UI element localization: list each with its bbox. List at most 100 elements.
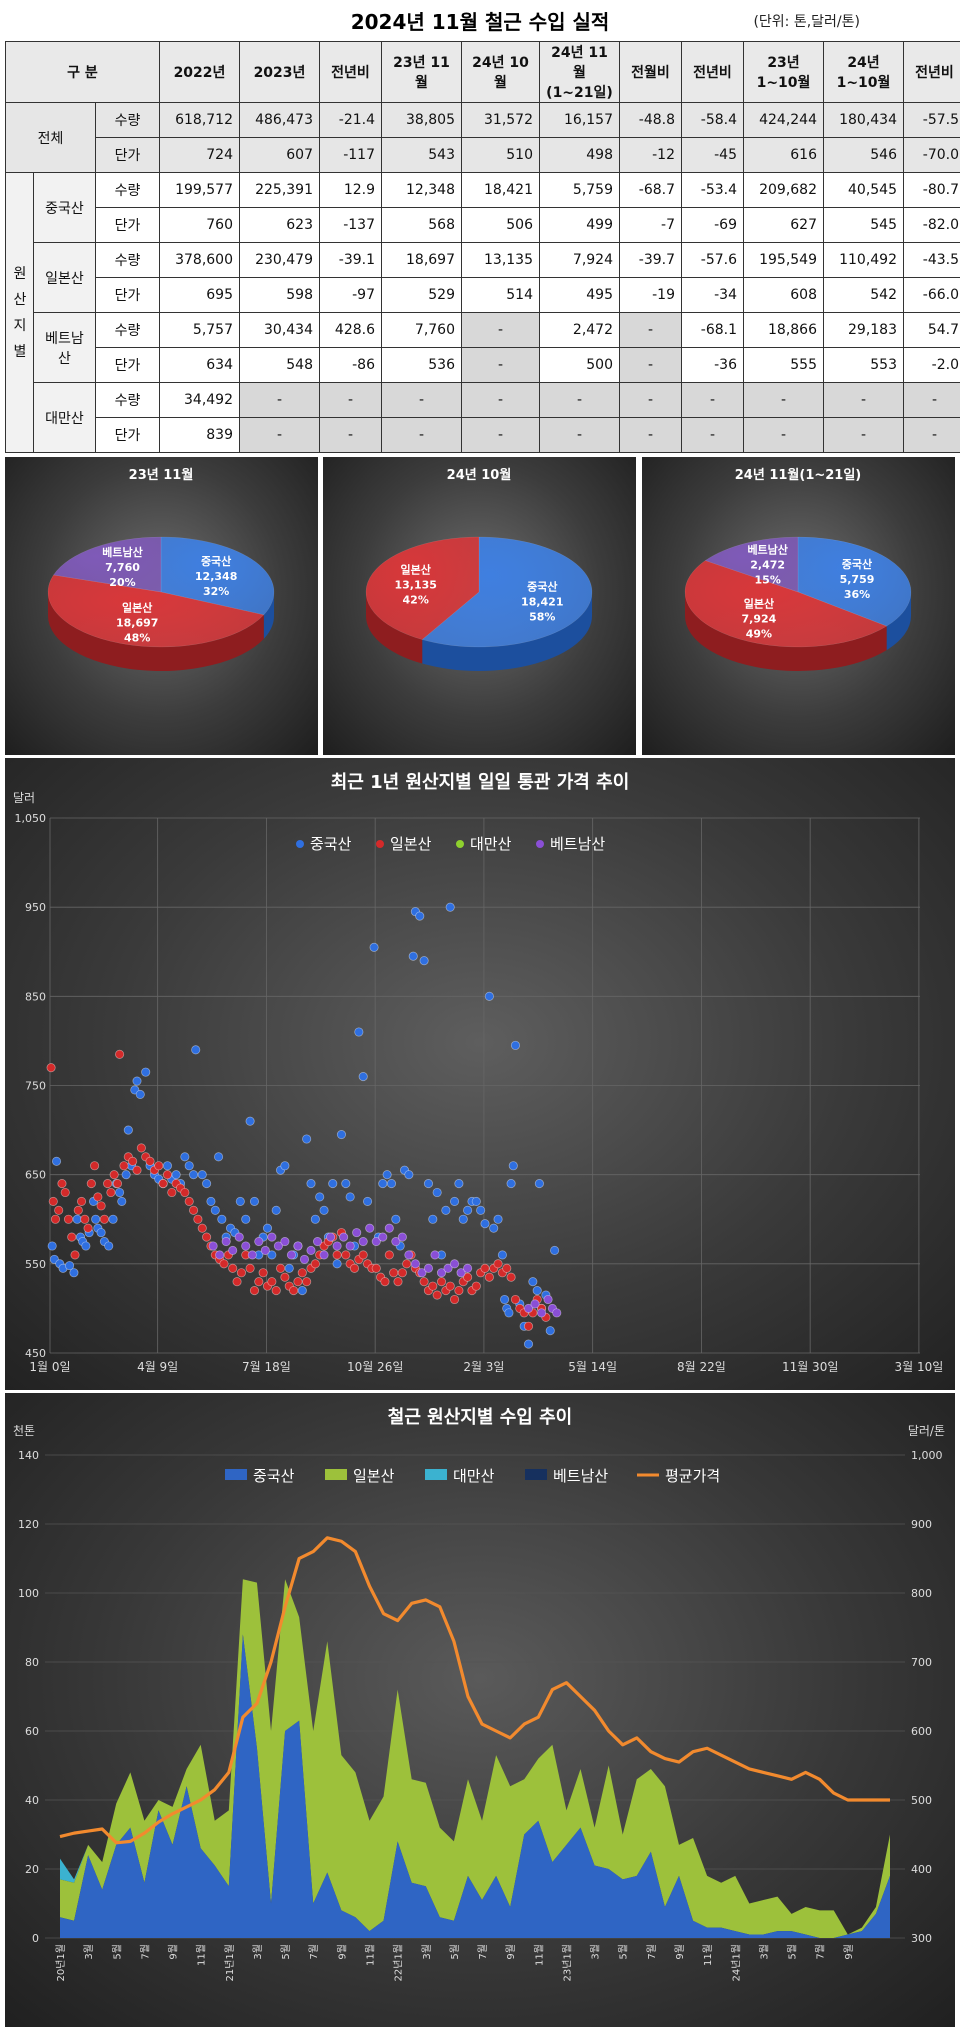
y-tick-label: 1,050 bbox=[15, 812, 47, 825]
scatter-point bbox=[100, 1215, 108, 1223]
y-tick-label: 120 bbox=[18, 1518, 39, 1531]
scatter-point bbox=[163, 1170, 171, 1178]
scatter-point bbox=[189, 1170, 197, 1178]
x-tick-label: 3월 bbox=[421, 1944, 433, 1960]
y2-axis-label: 달러/톤 bbox=[908, 1424, 945, 1438]
y-tick-label: 550 bbox=[25, 1258, 46, 1271]
table-cell: - bbox=[824, 418, 904, 453]
scatter-point bbox=[137, 1144, 145, 1152]
table-cell: - bbox=[540, 383, 620, 418]
scatter-point bbox=[272, 1286, 280, 1294]
y2-tick-label: 700 bbox=[911, 1656, 932, 1669]
scatter-point bbox=[91, 1215, 99, 1223]
pie-slice-percent: 36% bbox=[844, 588, 870, 601]
scatter-point bbox=[459, 1215, 467, 1223]
x-tick-label: 7월 bbox=[477, 1944, 489, 1960]
x-tick-label: 5월 bbox=[618, 1944, 630, 1960]
scatter-point bbox=[189, 1206, 197, 1214]
scatter-point bbox=[124, 1126, 132, 1134]
scatter-point bbox=[383, 1170, 391, 1178]
scatter-point bbox=[529, 1277, 537, 1285]
table-cell: 34,492 bbox=[160, 383, 240, 418]
y-tick-label: 100 bbox=[18, 1587, 39, 1600]
table-cell: 618,712 bbox=[160, 103, 240, 138]
legend-label: 중국산 bbox=[253, 1467, 295, 1485]
table-cell: 695 bbox=[160, 278, 240, 313]
scatter-point bbox=[450, 1260, 458, 1268]
import-table: 구 분 2022년 2023년 전년비 23년 11월 24년 10월 24년 … bbox=[5, 41, 960, 453]
scatter-point bbox=[163, 1162, 171, 1170]
scatter-point bbox=[215, 1251, 223, 1259]
table-cell: -58.4 bbox=[682, 103, 744, 138]
table-cell: 195,549 bbox=[744, 243, 824, 278]
table-cell: 486,473 bbox=[240, 103, 320, 138]
scatter-point bbox=[84, 1224, 92, 1232]
table-cell: 2,472 bbox=[540, 313, 620, 348]
scatter-point bbox=[320, 1206, 328, 1214]
pie-slice-value: 5,759 bbox=[840, 573, 875, 586]
y2-tick-label: 800 bbox=[911, 1587, 932, 1600]
scatter-point bbox=[300, 1255, 308, 1263]
table-cell: - bbox=[540, 418, 620, 453]
table-cell: -117 bbox=[320, 138, 382, 173]
scatter-point bbox=[298, 1269, 306, 1277]
scatter-point bbox=[553, 1309, 561, 1317]
row-label-origin: 베트남산 bbox=[34, 313, 96, 383]
scatter-point bbox=[313, 1237, 321, 1245]
scatter-point bbox=[537, 1309, 545, 1317]
x-tick-label: 7월 bbox=[139, 1944, 151, 1960]
table-cell: 225,391 bbox=[240, 173, 320, 208]
table-cell: 38,805 bbox=[382, 103, 462, 138]
table-cell: - bbox=[824, 383, 904, 418]
scatter-point bbox=[55, 1206, 63, 1214]
scatter-point bbox=[115, 1050, 123, 1058]
pie-slice-value: 2,472 bbox=[750, 559, 785, 572]
table-cell: -82.0 bbox=[904, 208, 960, 243]
scatter-point bbox=[509, 1162, 517, 1170]
x-tick-label: 9월 bbox=[168, 1944, 180, 1960]
y2-tick-label: 1,000 bbox=[911, 1449, 943, 1462]
table-cell: -80.7 bbox=[904, 173, 960, 208]
x-tick-label: 5월 14일 bbox=[568, 1360, 617, 1374]
table-cell: 13,135 bbox=[462, 243, 540, 278]
scatter-point bbox=[311, 1260, 319, 1268]
scatter-point bbox=[385, 1251, 393, 1259]
x-tick-label: 11월 30일 bbox=[782, 1360, 838, 1374]
scatter-point bbox=[255, 1277, 263, 1285]
scatter-point bbox=[326, 1233, 334, 1241]
table-cell: -70.0 bbox=[904, 138, 960, 173]
scatter-point bbox=[442, 1206, 450, 1214]
scatter-point bbox=[61, 1188, 69, 1196]
scatter-point bbox=[229, 1264, 237, 1272]
pie-slice-name: 일본산 bbox=[122, 601, 152, 615]
scatter-point bbox=[535, 1179, 543, 1187]
scatter-point bbox=[481, 1264, 489, 1272]
table-cell: -86 bbox=[320, 348, 382, 383]
scatter-point bbox=[211, 1206, 219, 1214]
pie-title: 23년 11월 bbox=[129, 467, 194, 483]
scatter-point bbox=[398, 1233, 406, 1241]
legend-label: 평균가격 bbox=[665, 1467, 720, 1485]
scatter-point bbox=[250, 1286, 258, 1294]
scatter-point bbox=[503, 1264, 511, 1272]
scatter-point bbox=[320, 1251, 328, 1259]
pie-slice-percent: 15% bbox=[755, 574, 781, 587]
scatter-point bbox=[48, 1242, 56, 1250]
table-cell: 529 bbox=[382, 278, 462, 313]
table-cell: -69 bbox=[682, 208, 744, 243]
table-cell: 18,866 bbox=[744, 313, 824, 348]
scatter-point bbox=[218, 1215, 226, 1223]
scatter-point bbox=[261, 1246, 269, 1254]
scatter-point bbox=[411, 1260, 419, 1268]
table-cell: - bbox=[462, 313, 540, 348]
col-24ytd-a: 24년 bbox=[847, 55, 879, 71]
y-tick-label: 750 bbox=[25, 1080, 46, 1093]
scatter-point bbox=[214, 1153, 222, 1161]
scatter-point bbox=[490, 1224, 498, 1232]
scatter-point bbox=[433, 1188, 441, 1196]
scatter-point bbox=[49, 1197, 57, 1205]
